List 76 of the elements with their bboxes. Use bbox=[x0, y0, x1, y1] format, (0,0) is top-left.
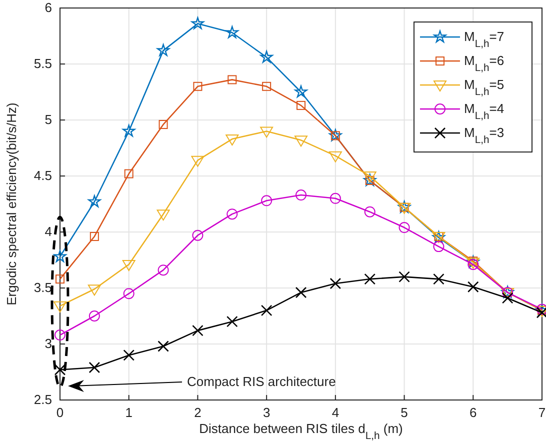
legend-label: M$_{L,h}$=5 bbox=[464, 77, 504, 98]
point bbox=[330, 192, 341, 204]
point bbox=[330, 278, 342, 290]
point bbox=[226, 316, 238, 328]
point bbox=[260, 50, 273, 63]
point bbox=[122, 260, 136, 271]
point bbox=[226, 208, 238, 220]
point bbox=[262, 82, 272, 91]
point bbox=[191, 17, 204, 30]
point bbox=[226, 134, 239, 146]
point bbox=[158, 120, 168, 129]
x-tick-label: 4 bbox=[332, 405, 340, 420]
point bbox=[364, 273, 376, 285]
point bbox=[54, 250, 66, 262]
point bbox=[122, 124, 136, 137]
y-tick-label: 4 bbox=[44, 224, 52, 240]
x-tick-label: 7 bbox=[538, 405, 546, 420]
point bbox=[158, 340, 169, 352]
legend-label: M$_{L,h}$=6 bbox=[464, 53, 504, 74]
point bbox=[260, 126, 274, 138]
x-tick-label: 5 bbox=[400, 405, 408, 420]
point bbox=[398, 271, 410, 282]
point bbox=[156, 210, 170, 221]
point bbox=[88, 284, 101, 296]
point bbox=[328, 151, 342, 162]
point bbox=[467, 281, 479, 293]
point bbox=[88, 310, 100, 322]
point bbox=[158, 264, 169, 276]
point bbox=[295, 286, 307, 298]
y-tick-label: 5.5 bbox=[34, 56, 52, 72]
point bbox=[56, 274, 64, 284]
y-tick-label: 3.5 bbox=[34, 280, 52, 296]
x-axis-title: Distance between RIS tiles d$_{L,h}$ (m) bbox=[199, 421, 403, 442]
x-tick-label: 6 bbox=[470, 405, 477, 420]
point bbox=[261, 195, 272, 206]
legend-label: M$_{L,h}$=3 bbox=[464, 125, 504, 146]
y-tick-label: 3 bbox=[44, 336, 52, 352]
point bbox=[363, 172, 376, 182]
point bbox=[88, 362, 100, 374]
point bbox=[296, 190, 306, 201]
legend-label: M$_{L,h}$=4 bbox=[464, 101, 504, 122]
point bbox=[260, 304, 272, 316]
x-tick-label: 3 bbox=[262, 405, 270, 420]
point bbox=[226, 26, 238, 38]
point bbox=[294, 136, 308, 147]
x-tick-label: 2 bbox=[194, 405, 202, 420]
point bbox=[88, 195, 101, 208]
y-axis-title: Ergodic spectral efficiency(bit/s/Hz) bbox=[4, 102, 19, 306]
x-tick-label: 1 bbox=[125, 405, 132, 420]
point bbox=[502, 292, 514, 304]
point bbox=[398, 222, 410, 234]
point bbox=[294, 85, 308, 98]
point bbox=[123, 350, 135, 361]
point bbox=[192, 230, 204, 241]
point bbox=[156, 44, 170, 56]
y-tick-label: 5 bbox=[44, 112, 52, 128]
point bbox=[364, 206, 376, 218]
point bbox=[54, 330, 66, 341]
point bbox=[433, 273, 444, 285]
y-tick-label: 4.5 bbox=[34, 168, 52, 184]
annotation: Compact RIS architecture bbox=[187, 374, 336, 389]
point bbox=[54, 301, 66, 312]
point bbox=[296, 100, 306, 110]
point bbox=[228, 75, 237, 84]
point bbox=[54, 364, 66, 376]
point bbox=[123, 288, 134, 300]
y-tick-label: 6 bbox=[44, 0, 52, 16]
point bbox=[193, 82, 202, 91]
x-tick-label: 0 bbox=[56, 405, 64, 420]
legend-label: M$_{L,h}$=7 bbox=[464, 29, 504, 50]
point bbox=[124, 169, 134, 178]
y-tick-label: 2.5 bbox=[34, 392, 52, 408]
point bbox=[192, 324, 204, 336]
point bbox=[191, 156, 204, 167]
point bbox=[90, 232, 99, 241]
point bbox=[433, 241, 444, 252]
